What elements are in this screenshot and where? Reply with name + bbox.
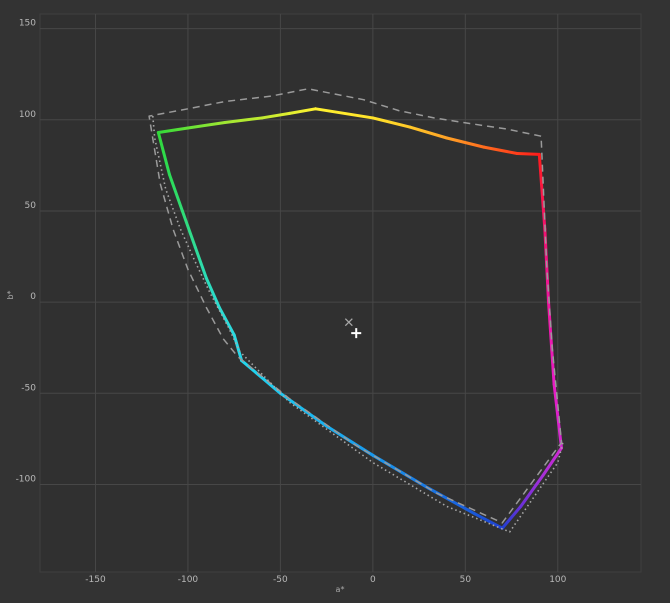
y-axis-label: b* <box>6 290 15 299</box>
gamut-segment <box>552 382 563 450</box>
gamut-segment <box>193 245 208 280</box>
y-tick-label: 150 <box>19 19 36 29</box>
whitepoint-plus-marker <box>351 328 362 339</box>
reference-gamut-dotted <box>152 116 565 533</box>
gamut-segment <box>186 121 227 130</box>
x-axis-label: a* <box>336 585 345 594</box>
gamut-segment <box>408 125 449 140</box>
series-layer <box>148 88 565 533</box>
x-tick-label: -100 <box>178 575 199 585</box>
gamut-segment <box>547 300 556 386</box>
gamut-segment <box>156 126 190 135</box>
gamut-segment <box>278 391 329 428</box>
gamut-segment <box>314 107 375 120</box>
gamut-segment <box>223 116 264 124</box>
gamut-segment <box>217 306 236 337</box>
gamut-segment <box>204 276 221 310</box>
y-tick-label: 50 <box>25 201 37 211</box>
gamut-segment <box>260 111 292 120</box>
x-tick-label: -150 <box>85 575 106 585</box>
plot-area <box>39 13 642 573</box>
gamut-segment <box>167 172 184 213</box>
y-tick-label: 100 <box>19 110 36 120</box>
y-tick-label: -50 <box>21 383 36 393</box>
gamut-segment <box>156 131 171 176</box>
x-marker-stroke <box>344 318 353 327</box>
gamut-segment <box>541 446 563 477</box>
x-tick-label: 50 <box>460 575 472 585</box>
gamut-segment <box>426 486 477 516</box>
annotations <box>344 318 362 339</box>
gamut-segment <box>519 473 545 508</box>
gamut-segment <box>180 209 197 249</box>
gamut-segment <box>288 107 318 115</box>
gamut-segment <box>482 145 519 155</box>
gamut-segment <box>473 512 504 530</box>
y-tick-label: 0 <box>30 292 36 302</box>
x-tick-label: 0 <box>370 575 376 585</box>
gamut-segment <box>515 152 541 156</box>
x-tick-label: 100 <box>549 575 566 585</box>
whitepoint-x-marker <box>344 318 353 327</box>
gamut-segment <box>371 116 412 129</box>
gamut-segment <box>500 504 523 530</box>
gamut-segment <box>445 136 486 149</box>
tick-labels: -150 -100 -50 0 50 100 150 100 50 0 -50 -100 <box>16 19 567 585</box>
y-tick-label: -100 <box>16 474 37 484</box>
reference-gamut-dashed <box>148 88 563 524</box>
grid <box>40 14 641 572</box>
x-tick-label: -50 <box>273 575 288 585</box>
